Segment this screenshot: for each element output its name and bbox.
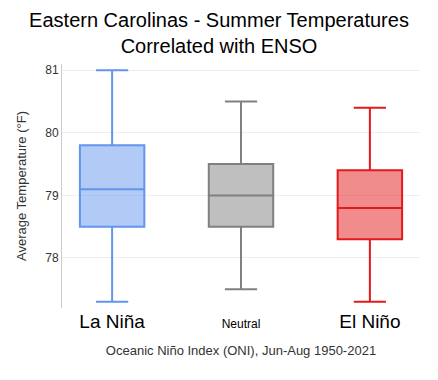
svg-text:80: 80 bbox=[45, 126, 59, 140]
svg-text:Oceanic Niño Index (ONI), Jun-: Oceanic Niño Index (ONI), Jun-Aug 1950-2… bbox=[106, 343, 376, 358]
svg-text:81: 81 bbox=[45, 63, 59, 77]
svg-text:La Niña: La Niña bbox=[79, 311, 145, 332]
svg-text:Eastern Carolinas - Summer Tem: Eastern Carolinas - Summer TemperaturesC… bbox=[29, 9, 409, 57]
svg-text:78: 78 bbox=[45, 251, 59, 265]
svg-text:79: 79 bbox=[45, 189, 59, 203]
svg-text:El Niño: El Niño bbox=[339, 311, 400, 332]
svg-text:Average Temperature (°F): Average Temperature (°F) bbox=[14, 111, 29, 261]
svg-text:Neutral: Neutral bbox=[222, 317, 261, 331]
